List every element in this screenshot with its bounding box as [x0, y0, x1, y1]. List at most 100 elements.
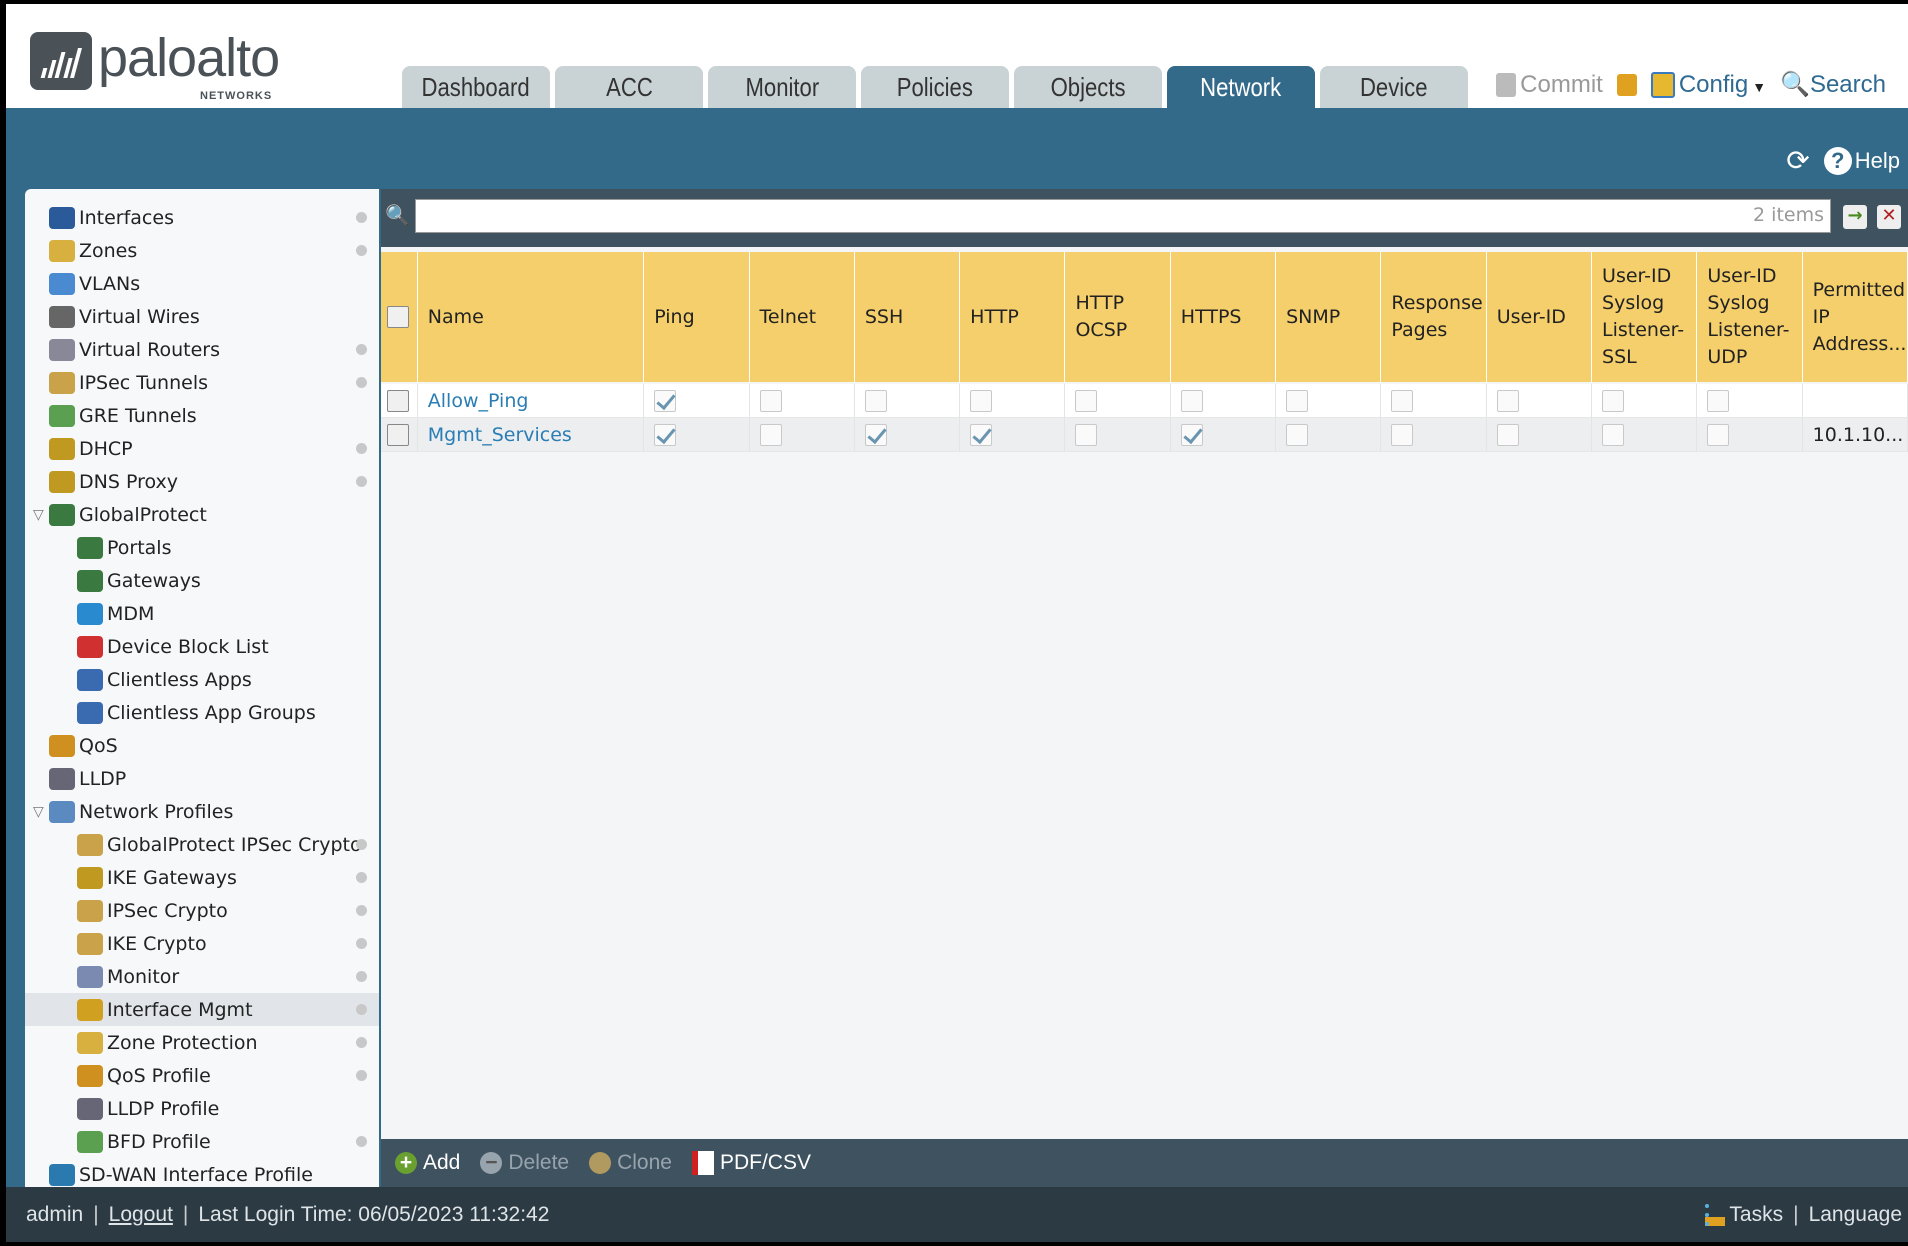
sidebar-item-label: Interface Mgmt: [107, 998, 253, 1021]
unchecked-checkbox: [864, 389, 887, 412]
column-header[interactable]: User-ID Syslog Listener- SSL: [1592, 252, 1698, 382]
column-header[interactable]: Name: [418, 252, 645, 382]
sidebar-item-gre-tunnels[interactable]: GRE Tunnels: [25, 399, 379, 432]
logout-link[interactable]: Logout: [108, 1202, 173, 1226]
column-header[interactable]: Permitted IP Address...: [1803, 252, 1908, 382]
pdf-csv-button[interactable]: PDF/CSV: [691, 1151, 811, 1176]
sidebar-item-clientless-apps[interactable]: Clientless Apps: [25, 663, 379, 696]
sidebar-item-network-profiles[interactable]: ▽ Network Profiles: [25, 795, 379, 828]
tab-label: Policies: [896, 71, 974, 102]
row-checkbox[interactable]: [387, 389, 409, 412]
sidebar-item-label: GlobalProtect IPSec Crypto: [107, 833, 362, 856]
select-all-checkbox[interactable]: [387, 306, 409, 328]
table-row[interactable]: Mgmt_Services 10.1.10...: [381, 418, 1908, 452]
sidebar-item-bfd-profile[interactable]: BFD Profile: [25, 1125, 379, 1158]
permitted-ip-cell: [1803, 384, 1908, 417]
nav-item-icon: [77, 932, 103, 955]
sidebar-item-gateways[interactable]: Gateways: [25, 564, 379, 597]
commit-button[interactable]: Commit: [1496, 71, 1603, 99]
nav-item-icon: [77, 1031, 103, 1054]
tab-monitor[interactable]: Monitor: [708, 66, 856, 108]
sidebar-item-label: SD-WAN Interface Profile: [79, 1163, 313, 1186]
unchecked-checkbox: [1286, 389, 1309, 412]
collapse-triangle-icon[interactable]: ▽: [33, 803, 44, 820]
status-dot-icon: [356, 1136, 367, 1147]
delete-button[interactable]: − Delete: [480, 1151, 569, 1175]
refresh-icon[interactable]: ⟳: [1786, 145, 1810, 176]
column-header[interactable]: SNMP: [1276, 252, 1382, 382]
config-button[interactable]: Config ▼: [1650, 71, 1766, 99]
nav-item-icon: [49, 239, 75, 262]
sidebar-item-lldp[interactable]: LLDP: [25, 762, 379, 795]
language-button[interactable]: Language: [1808, 1202, 1902, 1226]
check-cell: [1487, 418, 1593, 451]
clone-button[interactable]: Clone: [589, 1151, 672, 1175]
sidebar-item-mdm[interactable]: MDM: [25, 597, 379, 630]
sidebar-item-portals[interactable]: Portals: [25, 531, 379, 564]
add-button[interactable]: + Add: [395, 1151, 460, 1175]
column-header[interactable]: Ping: [644, 252, 750, 382]
unchecked-checkbox: [970, 389, 993, 412]
sidebar-item-label: MDM: [107, 602, 155, 625]
check-cell: [644, 384, 750, 417]
sidebar-item-label: LLDP Profile: [107, 1097, 220, 1120]
tab-policies[interactable]: Policies: [861, 66, 1009, 108]
sidebar-item-ipsec-crypto[interactable]: IPSec Crypto: [25, 894, 379, 927]
column-header[interactable]: User-ID: [1487, 252, 1593, 382]
apply-filter-icon[interactable]: →: [1843, 205, 1867, 229]
sidebar-item-dhcp[interactable]: DHCP: [25, 432, 379, 465]
table-row[interactable]: Allow_Ping: [381, 384, 1908, 418]
profile-name-link[interactable]: Allow_Ping: [427, 389, 529, 412]
checked-checkbox: [970, 423, 993, 446]
sidebar-item-ipsec-tunnels[interactable]: IPSec Tunnels: [25, 366, 379, 399]
column-header[interactable]: Telnet: [750, 252, 855, 382]
pdf-icon: [691, 1151, 714, 1176]
last-login-time: Last Login Time: 06/05/2023 11:32:42: [198, 1202, 550, 1226]
profile-name-link[interactable]: Mgmt_Services: [427, 423, 572, 446]
check-cell: [1592, 418, 1698, 451]
sidebar-item-qos[interactable]: QoS: [25, 729, 379, 762]
tab-objects[interactable]: Objects: [1014, 66, 1162, 108]
column-header[interactable]: HTTP OCSP: [1065, 252, 1171, 382]
sidebar-item-label: Virtual Wires: [79, 305, 200, 328]
sidebar-item-ike-crypto[interactable]: IKE Crypto: [25, 927, 379, 960]
sidebar-item-interfaces[interactable]: Interfaces: [25, 201, 379, 234]
column-header[interactable]: HTTP: [960, 252, 1066, 382]
collapse-triangle-icon[interactable]: ▽: [33, 506, 44, 523]
sidebar-item-sd-wan-interface-profile[interactable]: SD-WAN Interface Profile: [25, 1158, 379, 1187]
sidebar-item-clientless-app-groups[interactable]: Clientless App Groups: [25, 696, 379, 729]
help-button[interactable]: ? Help: [1823, 146, 1900, 175]
clone-label: Clone: [617, 1151, 672, 1174]
column-header[interactable]: User-ID Syslog Listener- UDP: [1697, 252, 1803, 382]
sidebar-item-device-block-list[interactable]: Device Block List: [25, 630, 379, 663]
sidebar-item-lldp-profile[interactable]: LLDP Profile: [25, 1092, 379, 1125]
lock-icon[interactable]: [1616, 73, 1637, 96]
check-cell: [1487, 384, 1593, 417]
sidebar-item-dns-proxy[interactable]: DNS Proxy: [25, 465, 379, 498]
column-header[interactable]: SSH: [855, 252, 961, 382]
sidebar-item-interface-mgmt[interactable]: Interface Mgmt: [25, 993, 379, 1026]
sidebar-item-globalprotect[interactable]: ▽ GlobalProtect: [25, 498, 379, 531]
sidebar-item-zone-protection[interactable]: Zone Protection: [25, 1026, 379, 1059]
filter-input[interactable]: 2 items: [415, 199, 1831, 233]
tab-label: Dashboard: [421, 71, 531, 102]
column-header[interactable]: Response Pages: [1381, 252, 1487, 382]
search-button[interactable]: 🔍Search: [1780, 70, 1886, 99]
sidebar-item-label: IPSec Crypto: [107, 899, 228, 922]
tab-acc[interactable]: ACC: [555, 66, 703, 108]
sidebar-item-qos-profile[interactable]: QoS Profile: [25, 1059, 379, 1092]
column-header[interactable]: HTTPS: [1171, 252, 1277, 382]
row-checkbox[interactable]: [387, 423, 409, 446]
sidebar-item-virtual-routers[interactable]: Virtual Routers: [25, 333, 379, 366]
tab-network[interactable]: Network: [1167, 66, 1315, 108]
sidebar-item-ike-gateways[interactable]: IKE Gateways: [25, 861, 379, 894]
sidebar-item-vlans[interactable]: VLANs: [25, 267, 379, 300]
sidebar-item-monitor[interactable]: Monitor: [25, 960, 379, 993]
sidebar-item-zones[interactable]: Zones: [25, 234, 379, 267]
sidebar-item-virtual-wires[interactable]: Virtual Wires: [25, 300, 379, 333]
tasks-button[interactable]: Tasks: [1705, 1203, 1783, 1227]
sidebar-item-globalprotect-ipsec-crypto[interactable]: GlobalProtect IPSec Crypto: [25, 828, 379, 861]
tab-dashboard[interactable]: Dashboard: [402, 66, 550, 108]
clear-filter-icon[interactable]: ✕: [1877, 205, 1901, 229]
tab-device[interactable]: Device: [1320, 66, 1468, 108]
